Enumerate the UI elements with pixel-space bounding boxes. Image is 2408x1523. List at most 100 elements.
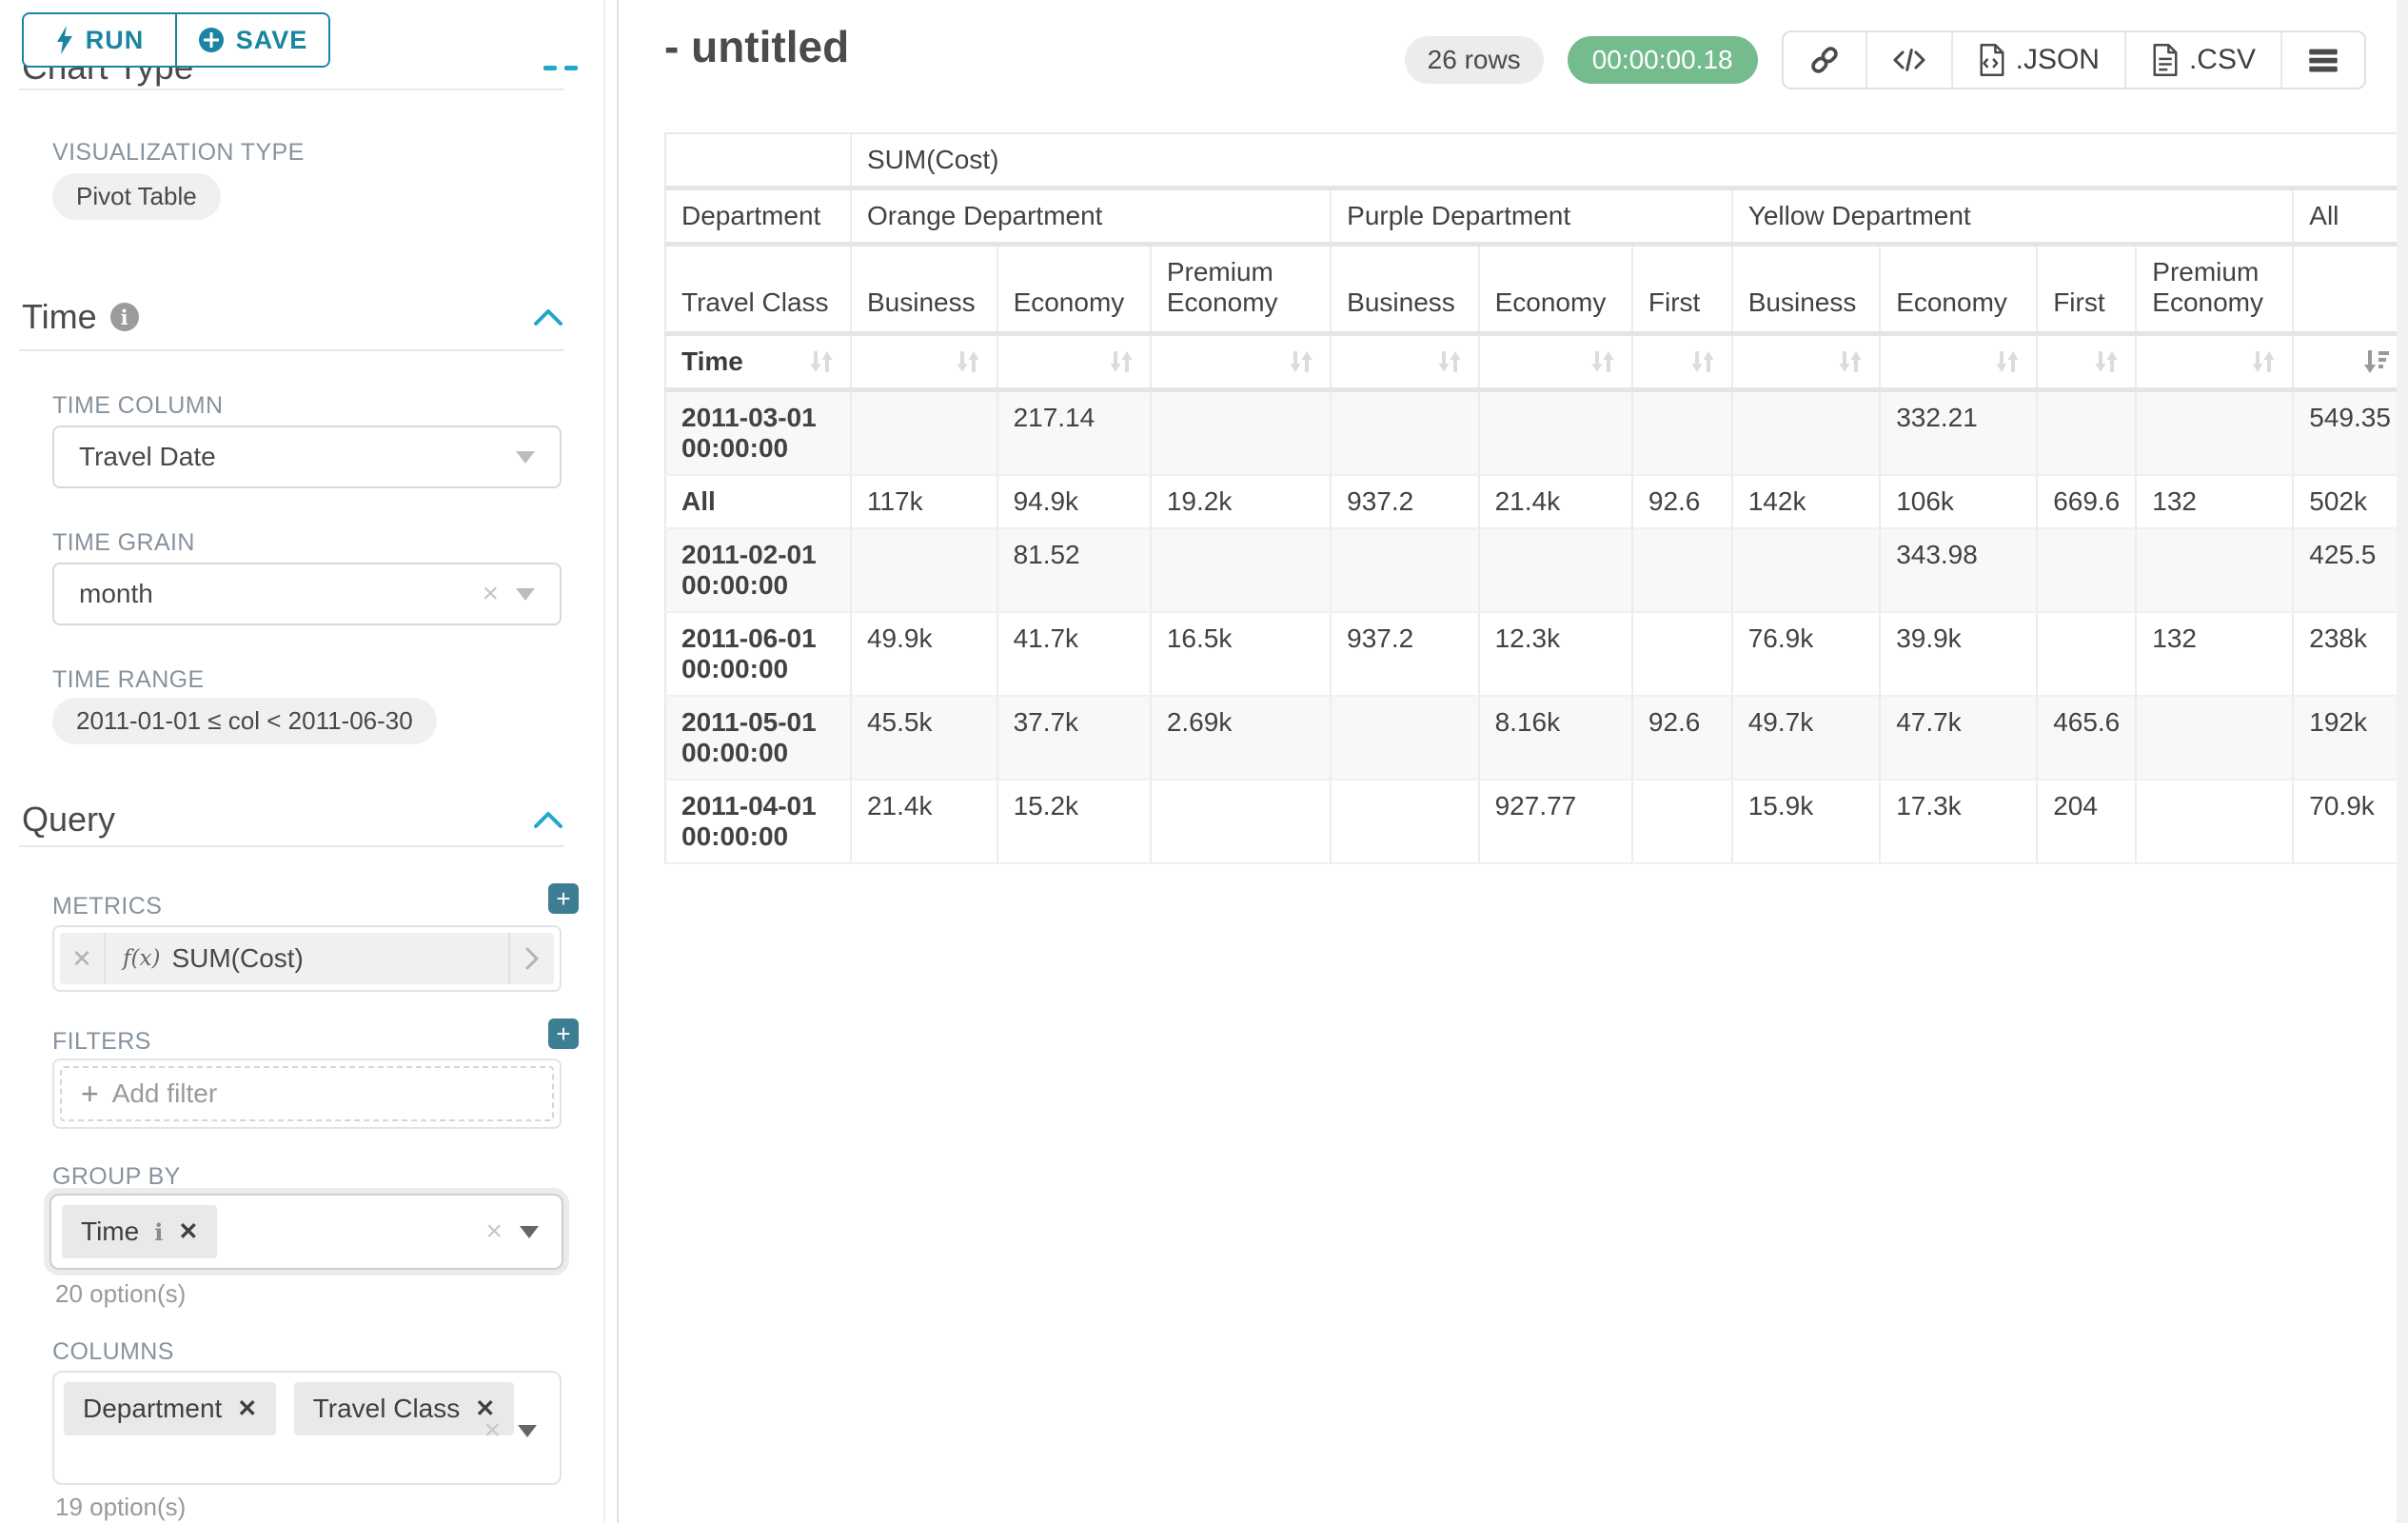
menu-icon xyxy=(2309,49,2338,72)
pivot-cell: 332.21 xyxy=(1880,389,2039,476)
pivot-cell: 21.4k xyxy=(1478,475,1633,529)
row-label: 2011-06-01 00:00:00 xyxy=(665,612,852,697)
pivot-cell: 81.52 xyxy=(997,528,1152,613)
add-metric-button[interactable]: + xyxy=(548,883,579,914)
sort-column-button[interactable] xyxy=(1880,333,2039,392)
info-icon: i xyxy=(109,303,139,331)
copy-link-button[interactable] xyxy=(1783,32,1865,88)
panel-scrollbar[interactable] xyxy=(603,0,605,1523)
metrics-label: METRICS xyxy=(52,893,163,920)
pivot-cell: 76.9k xyxy=(1731,612,1882,697)
sort-column-button[interactable] xyxy=(2293,333,2408,392)
pivot-cell: 17.3k xyxy=(1880,780,2039,864)
sort-desc-icon xyxy=(2364,350,2389,373)
pivot-cell: 21.4k xyxy=(850,780,998,864)
remove-tag-icon[interactable]: ✕ xyxy=(178,1218,199,1245)
pivot-cell xyxy=(1150,528,1332,613)
row-label: 2011-02-01 00:00:00 xyxy=(665,528,852,613)
pivot-cell xyxy=(1331,528,1480,613)
travel-class-header: Business xyxy=(1731,244,1882,336)
sort-column-button[interactable] xyxy=(1731,333,1882,392)
pivot-cell: 92.6 xyxy=(1631,696,1733,781)
chart-area: - untitled 26 rows 00:00:00.18 xyxy=(621,0,2408,1523)
table-row: 2011-02-01 00:00:00 81.52 343.98 425.5 xyxy=(665,528,2408,613)
table-row: 2011-03-01 00:00:00 217.14 332.21 549.35 xyxy=(665,389,2408,476)
time-section-title: Time xyxy=(22,297,97,336)
clear-icon[interactable]: × xyxy=(482,578,499,609)
department-group-header: Purple Department xyxy=(1331,188,1733,247)
sort-icon xyxy=(1691,351,1714,372)
sort-column-button[interactable] xyxy=(1631,333,1733,392)
pivot-cell xyxy=(1331,389,1480,476)
travel-class-header: First xyxy=(1631,244,1733,336)
clear-icon[interactable]: × xyxy=(484,1414,501,1446)
row-label: 2011-04-01 00:00:00 xyxy=(665,780,852,864)
columns-tag-department: Department ✕ xyxy=(64,1382,277,1435)
sort-column-button[interactable] xyxy=(1478,333,1633,392)
chevron-up-icon[interactable] xyxy=(533,810,563,829)
sort-column-button[interactable] xyxy=(850,333,998,392)
code-icon xyxy=(1893,49,1925,71)
export-csv-button[interactable]: .CSV xyxy=(2123,32,2280,88)
metric-name: SUM(Cost) xyxy=(171,943,304,973)
pivot-cell xyxy=(2037,612,2138,697)
pivot-cell: 37.7k xyxy=(997,696,1152,781)
remove-tag-icon[interactable]: ✕ xyxy=(237,1395,258,1422)
pivot-cell: 47.7k xyxy=(1880,696,2039,781)
time-grain-select[interactable]: month × xyxy=(52,563,562,625)
sort-icon xyxy=(1996,351,2019,372)
pivot-cell xyxy=(1478,389,1633,476)
travel-class-header: Premium Economy xyxy=(1150,244,1332,336)
add-filter-plus-button[interactable]: + xyxy=(548,1019,579,1049)
columns-select[interactable]: Department ✕ Travel Class ✕ × xyxy=(52,1371,562,1485)
pivot-cell: 132 xyxy=(2136,612,2295,697)
row-count-badge: 26 rows xyxy=(1404,36,1544,84)
clear-icon[interactable]: × xyxy=(485,1216,503,1247)
sort-icon xyxy=(810,351,833,372)
pivot-cell: 238k xyxy=(2293,612,2408,697)
export-json-button[interactable]: .JSON xyxy=(1950,32,2124,88)
travel-class-header: Economy xyxy=(1478,244,1633,336)
page-scrollbar[interactable] xyxy=(2397,0,2408,1523)
plus-circle-icon xyxy=(198,28,224,52)
query-section-header: Query xyxy=(22,800,563,840)
sort-column-button[interactable] xyxy=(2037,333,2138,392)
pivot-cell: 192k xyxy=(2293,696,2408,781)
viz-type-pill[interactable]: Pivot Table xyxy=(52,173,221,220)
pivot-cell xyxy=(2037,389,2138,476)
travel-class-header: Economy xyxy=(1880,244,2039,336)
embed-code-button[interactable] xyxy=(1865,32,1951,88)
menu-button[interactable] xyxy=(2280,32,2364,88)
filters-label: FILTERS xyxy=(52,1028,151,1055)
pivot-cell xyxy=(1150,780,1332,864)
save-button[interactable]: SAVE xyxy=(175,14,328,66)
pivot-cell: 937.2 xyxy=(1331,475,1480,529)
plus-icon: + xyxy=(81,1076,99,1111)
sort-column-button[interactable] xyxy=(2136,333,2295,392)
corner-cell xyxy=(665,133,852,190)
remove-tag-icon[interactable]: ✕ xyxy=(475,1395,496,1422)
pivot-cell: 49.7k xyxy=(1731,696,1882,781)
pivot-cell xyxy=(850,389,998,476)
expand-metric-icon[interactable] xyxy=(508,933,554,984)
metric-pill[interactable]: ✕ f(x) SUM(Cost) xyxy=(60,933,554,984)
sort-column-button[interactable] xyxy=(1150,333,1332,392)
metric-header: SUM(Cost) xyxy=(850,133,2408,190)
run-button[interactable]: RUN xyxy=(24,14,175,66)
time-range-pill[interactable]: 2011-01-01 ≤ col < 2011-06-30 xyxy=(52,698,437,744)
lightning-icon xyxy=(56,26,72,54)
leaf-dimension-label: Travel Class xyxy=(665,244,852,336)
add-filter-button[interactable]: + Add filter xyxy=(60,1066,554,1121)
sort-column-button[interactable] xyxy=(1331,333,1480,392)
remove-metric-icon[interactable]: ✕ xyxy=(60,933,106,984)
travel-class-header: Premium Economy xyxy=(2136,244,2295,336)
filters-box: + Add filter xyxy=(52,1058,562,1129)
pivot-cell: 49.9k xyxy=(850,612,998,697)
time-column-select[interactable]: Travel Date × xyxy=(52,425,562,488)
chevron-up-icon[interactable] xyxy=(533,307,563,326)
divider xyxy=(19,349,563,351)
group-by-select[interactable]: Time i ✕ × xyxy=(49,1194,563,1270)
sort-column-button[interactable] xyxy=(997,333,1152,392)
row-dimension-header[interactable]: Time xyxy=(665,333,852,392)
chart-title[interactable]: - untitled xyxy=(664,22,850,71)
